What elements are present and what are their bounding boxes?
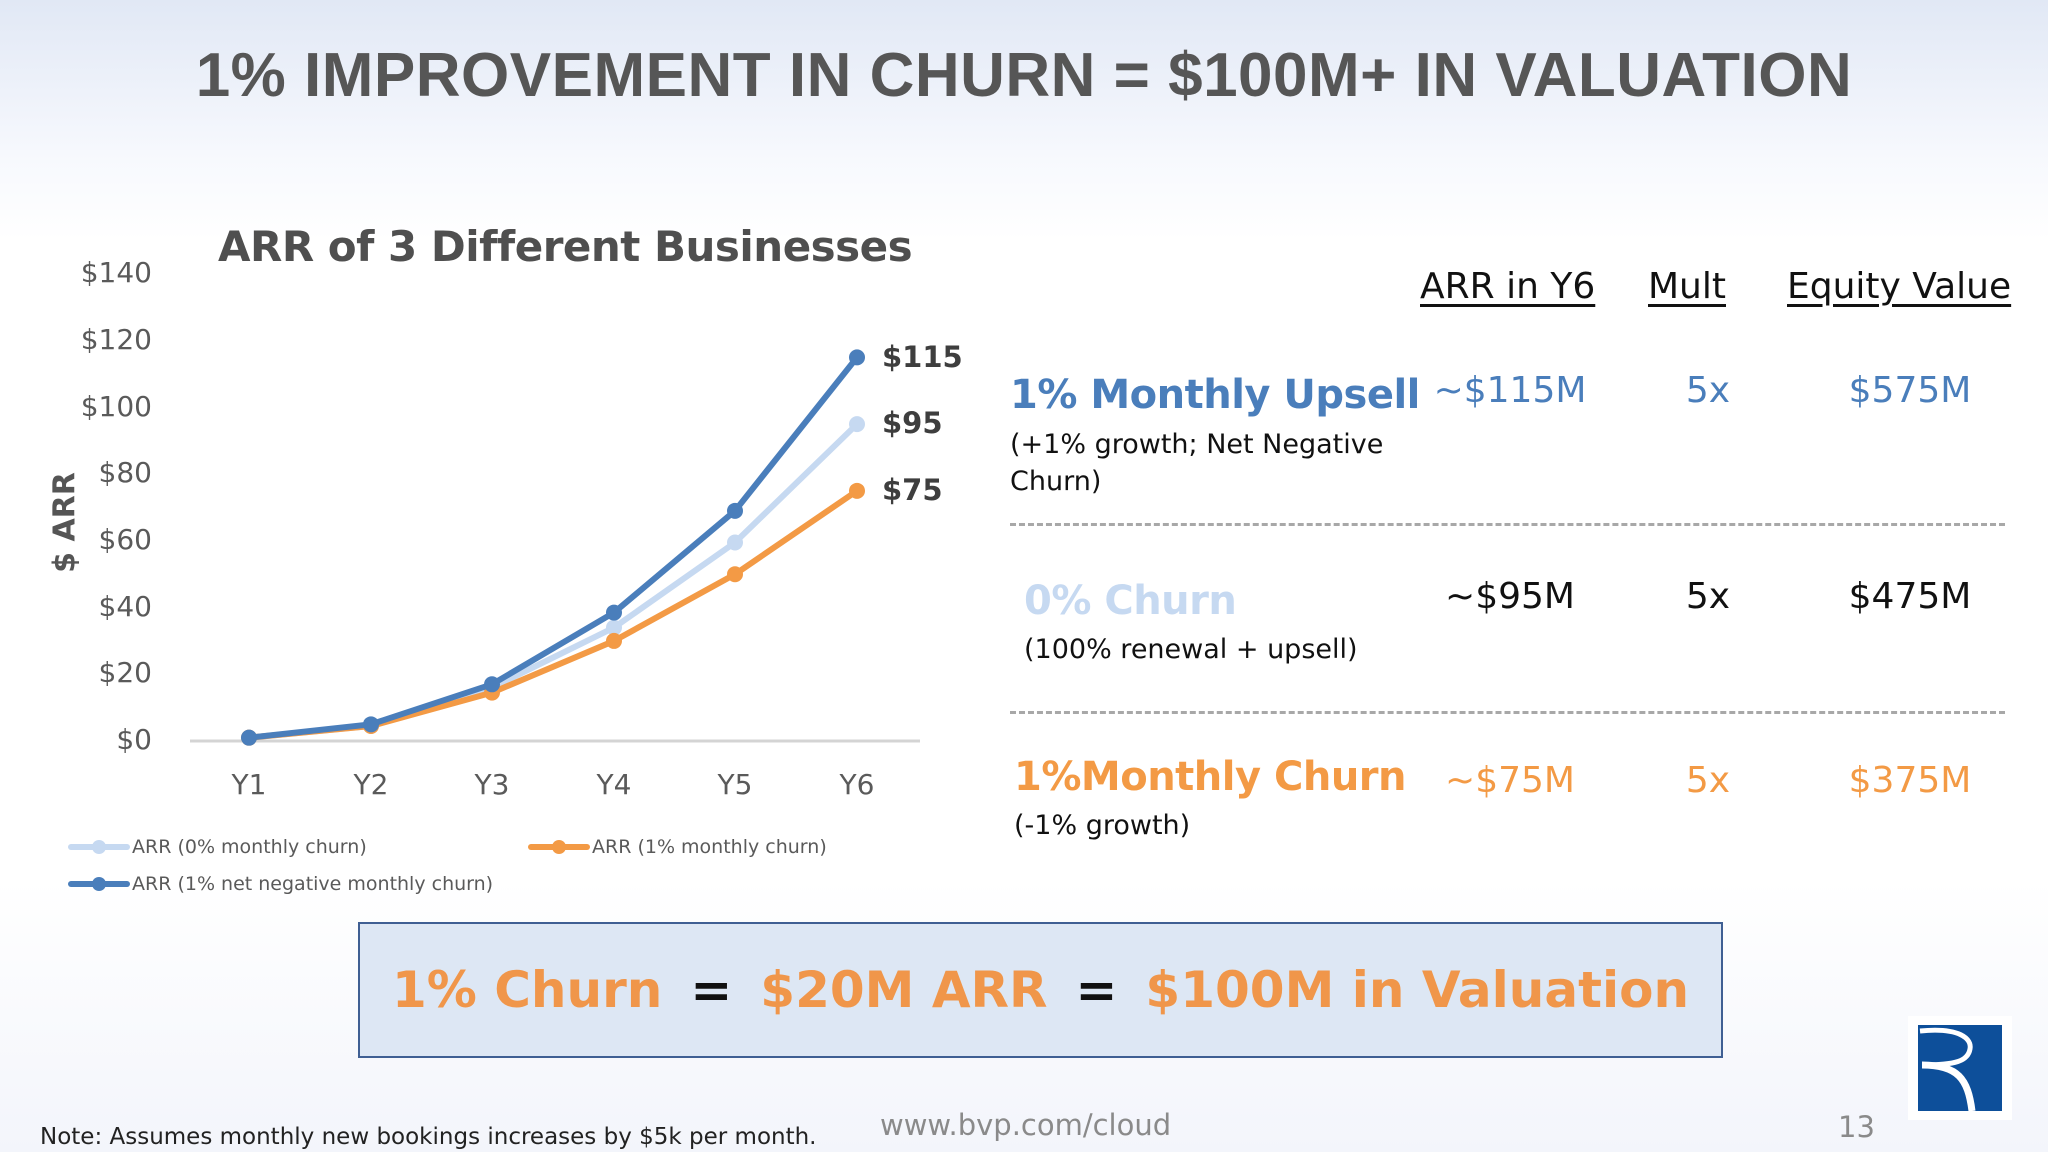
legend-line-marker-icon: [68, 874, 130, 894]
bvp-r-logo-icon: [1908, 1016, 2012, 1120]
x-tick: Y1: [231, 768, 267, 801]
data-label-115: $115: [882, 340, 963, 374]
arr-value: ~$95M: [1445, 576, 1575, 617]
y-tick: $100: [80, 390, 152, 423]
mult-value: 5x: [1685, 370, 1731, 411]
y-tick: $120: [80, 323, 152, 356]
callout-arr: $20M ARR: [760, 961, 1048, 1019]
column-header-equity-value: Equity Value: [1787, 266, 2012, 307]
data-point-marker: [849, 349, 865, 366]
mult-value: 5x: [1685, 760, 1731, 801]
chart-title: ARR of 3 Different Businesses: [218, 222, 913, 271]
x-tick: Y6: [839, 768, 875, 801]
summary-callout-box: 1% Churn = $20M ARR = $100M in Valuation: [358, 922, 1723, 1058]
data-point-marker: [727, 502, 743, 519]
legend-label: ARR (1% net negative monthly churn): [132, 873, 494, 895]
row-divider: [1010, 711, 2005, 714]
row-subtitle-cont: Churn): [1010, 466, 1102, 497]
row-subtitle: (-1% growth): [1014, 810, 1191, 841]
column-header-arr-y6: ARR in Y6: [1420, 266, 1596, 307]
data-point-marker: [241, 729, 257, 746]
x-tick: Y4: [596, 768, 632, 801]
series-line: [241, 349, 865, 746]
arr-value: ~$75M: [1445, 760, 1575, 801]
column-header-mult: Mult: [1648, 266, 1726, 307]
slide-title: 1% IMPROVEMENT IN CHURN = $100M+ IN VALU…: [195, 41, 1853, 110]
y-tick: $140: [80, 256, 152, 289]
callout-equals: =: [1075, 961, 1118, 1019]
y-tick: $60: [98, 523, 152, 556]
logo-mark: [1918, 1025, 2002, 1111]
row-subtitle: (+1% growth; Net Negative: [1010, 429, 1384, 460]
equity-value: $575M: [1848, 370, 1972, 411]
data-point-marker: [849, 482, 865, 499]
data-point-marker: [606, 604, 622, 621]
data-point-marker: [363, 716, 379, 733]
y-tick: $20: [98, 656, 152, 689]
equity-value: $475M: [1848, 576, 1972, 617]
data-label-75: $75: [882, 473, 943, 507]
data-point-marker: [727, 534, 743, 551]
legend-line-marker-icon: [528, 837, 590, 857]
equity-value: $375M: [1848, 760, 1972, 801]
callout-equals: =: [690, 961, 733, 1019]
legend-item-1pct-churn: ARR (1% monthly churn): [528, 836, 827, 858]
page-number: 13: [1838, 1110, 1875, 1144]
callout-valuation: $100M in Valuation: [1145, 961, 1690, 1019]
data-point-marker: [606, 632, 622, 649]
data-point-marker: [849, 416, 865, 433]
arr-value: ~$115M: [1433, 370, 1587, 411]
footnote: Note: Assumes monthly new bookings incre…: [40, 1124, 817, 1150]
row-divider: [1010, 523, 2005, 526]
line-chart-plot: [190, 349, 920, 746]
x-tick: Y2: [353, 768, 389, 801]
series-line: [241, 482, 865, 746]
legend-line-marker-icon: [68, 837, 130, 857]
row-subtitle: (100% renewal + upsell): [1024, 634, 1358, 665]
callout-churn: 1% Churn: [391, 961, 663, 1019]
y-tick: $40: [98, 590, 152, 623]
data-point-marker: [727, 566, 743, 583]
mult-value: 5x: [1685, 576, 1731, 617]
row-title: 0% Churn: [1024, 578, 1237, 624]
row-title: 1%Monthly Churn: [1014, 754, 1407, 800]
legend-item-net-negative-churn: ARR (1% net negative monthly churn): [68, 873, 493, 895]
x-tick: Y3: [474, 768, 510, 801]
footer-url[interactable]: www.bvp.com/cloud: [880, 1108, 1172, 1142]
legend-item-0pct-churn: ARR (0% monthly churn): [68, 836, 367, 858]
y-tick: $80: [98, 456, 152, 489]
legend-label: ARR (0% monthly churn): [132, 836, 367, 858]
x-tick: Y5: [717, 768, 753, 801]
data-point-marker: [484, 676, 500, 693]
data-label-95: $95: [882, 406, 943, 440]
y-tick: $0: [116, 723, 152, 756]
data-point-marker: [606, 619, 622, 636]
row-title: 1% Monthly Upsell: [1010, 372, 1420, 418]
legend-label: ARR (1% monthly churn): [592, 836, 827, 858]
